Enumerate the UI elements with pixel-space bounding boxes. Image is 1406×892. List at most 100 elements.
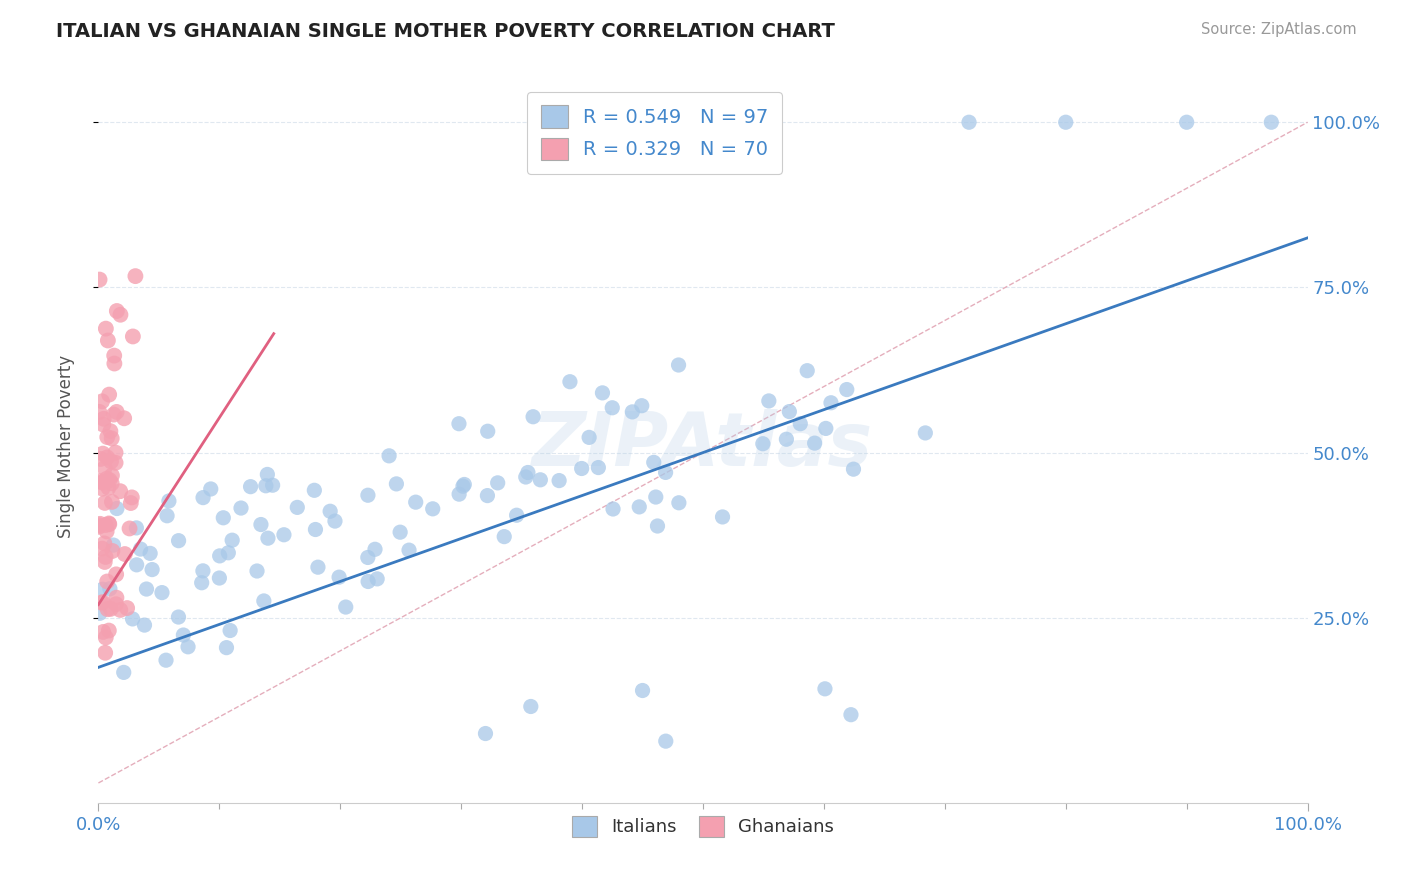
Point bbox=[628, 500, 651, 514]
Point bbox=[96, 474, 118, 488]
Point bbox=[190, 575, 212, 590]
Point bbox=[449, 487, 471, 501]
Point bbox=[141, 563, 163, 577]
Point bbox=[139, 546, 162, 560]
Point bbox=[124, 269, 146, 284]
Point bbox=[221, 533, 243, 548]
Point bbox=[591, 385, 613, 400]
Point bbox=[796, 364, 818, 378]
Point bbox=[91, 447, 114, 461]
Point bbox=[89, 272, 111, 286]
Point bbox=[814, 681, 837, 696]
Point bbox=[447, 417, 470, 431]
Point bbox=[100, 476, 122, 491]
Point bbox=[93, 411, 115, 425]
Point bbox=[167, 533, 190, 548]
Point bbox=[100, 432, 122, 446]
Point bbox=[155, 653, 177, 667]
Point bbox=[548, 474, 571, 488]
Point bbox=[156, 508, 179, 523]
Point bbox=[96, 574, 118, 589]
Point bbox=[100, 424, 122, 438]
Point bbox=[212, 510, 235, 524]
Point bbox=[477, 489, 499, 503]
Point bbox=[114, 547, 136, 561]
Point bbox=[191, 491, 214, 505]
Point bbox=[91, 541, 114, 556]
Point bbox=[304, 483, 326, 498]
Point bbox=[335, 600, 357, 615]
Point bbox=[96, 430, 118, 444]
Point bbox=[217, 546, 239, 560]
Point bbox=[571, 461, 593, 475]
Point bbox=[602, 502, 624, 516]
Point bbox=[96, 524, 118, 539]
Point bbox=[91, 595, 114, 609]
Point bbox=[91, 624, 114, 639]
Point bbox=[600, 401, 623, 415]
Point bbox=[357, 574, 380, 589]
Point bbox=[125, 558, 148, 572]
Point bbox=[364, 542, 387, 557]
Point bbox=[93, 536, 115, 550]
Point bbox=[89, 405, 111, 419]
Point bbox=[93, 461, 115, 475]
Point bbox=[110, 603, 132, 617]
Point bbox=[758, 393, 780, 408]
Point bbox=[100, 602, 122, 616]
Point bbox=[90, 475, 112, 490]
Point bbox=[304, 523, 326, 537]
Point bbox=[254, 479, 277, 493]
Point bbox=[957, 115, 980, 129]
Point bbox=[752, 436, 775, 450]
Point bbox=[105, 597, 128, 611]
Point bbox=[89, 518, 111, 533]
Point bbox=[94, 631, 117, 645]
Point bbox=[522, 409, 544, 424]
Point bbox=[328, 570, 350, 584]
Point bbox=[366, 572, 388, 586]
Point bbox=[97, 602, 120, 616]
Point bbox=[307, 560, 329, 574]
Point bbox=[103, 349, 125, 363]
Point bbox=[101, 495, 124, 509]
Point bbox=[398, 543, 420, 558]
Point bbox=[98, 517, 121, 532]
Point bbox=[558, 375, 581, 389]
Point bbox=[97, 334, 120, 348]
Point bbox=[98, 582, 121, 596]
Point bbox=[520, 699, 543, 714]
Point bbox=[219, 624, 242, 638]
Point bbox=[112, 411, 135, 425]
Point bbox=[121, 491, 143, 505]
Point bbox=[655, 734, 678, 748]
Point bbox=[422, 501, 444, 516]
Point bbox=[87, 520, 110, 534]
Point bbox=[711, 510, 734, 524]
Point bbox=[668, 496, 690, 510]
Point bbox=[814, 421, 837, 435]
Point bbox=[105, 567, 128, 582]
Point bbox=[215, 640, 238, 655]
Point bbox=[914, 425, 936, 440]
Point bbox=[101, 468, 124, 483]
Point bbox=[474, 726, 496, 740]
Point bbox=[250, 517, 273, 532]
Point bbox=[644, 490, 666, 504]
Point bbox=[621, 405, 644, 419]
Point bbox=[94, 646, 117, 660]
Point bbox=[121, 612, 143, 626]
Point bbox=[208, 571, 231, 585]
Point bbox=[91, 394, 114, 409]
Point bbox=[104, 456, 127, 470]
Point bbox=[98, 473, 121, 487]
Point bbox=[643, 455, 665, 469]
Point bbox=[172, 628, 194, 642]
Point bbox=[631, 683, 654, 698]
Point bbox=[515, 470, 537, 484]
Point bbox=[803, 436, 825, 450]
Point bbox=[451, 479, 474, 493]
Point bbox=[93, 417, 115, 432]
Point bbox=[97, 481, 120, 495]
Point bbox=[118, 521, 141, 535]
